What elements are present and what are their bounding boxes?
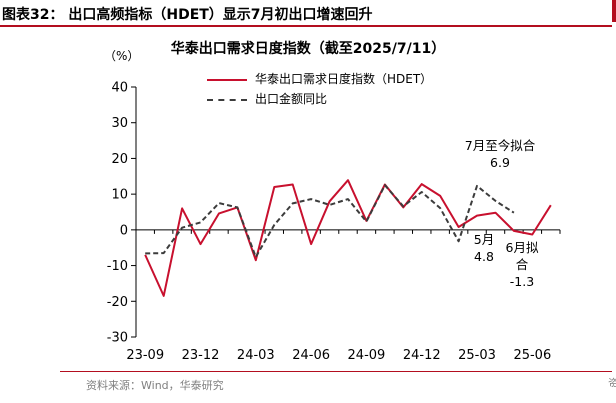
footer-divider <box>60 371 612 372</box>
annotation-label: 5月 <box>474 232 494 247</box>
legend-label-hdet: 华泰出口需求日度指数（HDET） <box>255 72 433 86</box>
x-tick-label: 24-03 <box>237 348 275 363</box>
y-tick-label: -30 <box>107 331 128 346</box>
figure-caption: 图表32： 出口高频指标（HDET）显示7月初出口增速回升 <box>2 7 373 23</box>
figure-caption-bar: 图表32： 出口高频指标（HDET）显示7月初出口增速回升 <box>0 0 612 27</box>
x-tick-label: 24-06 <box>292 348 330 363</box>
source-note: 资料来源：Wind，华泰研究 <box>86 379 224 392</box>
legend-swatch-export-yoy <box>207 99 247 101</box>
y-tick-label: -10 <box>107 259 128 274</box>
y-tick-label: -20 <box>107 295 128 310</box>
chart-title: 华泰出口需求日度指数（截至2025/7/11） <box>170 41 446 57</box>
annotation-label: 6月拟 <box>506 240 539 255</box>
adjacent-figure-edge-text: 资 <box>608 377 616 387</box>
x-tick-label: 25-03 <box>458 348 496 363</box>
x-tick-label: 23-09 <box>126 348 164 363</box>
y-tick-label: 40 <box>111 81 128 96</box>
legend-label-export-yoy: 出口金额同比 <box>255 92 328 106</box>
y-tick-label: 10 <box>111 188 128 203</box>
x-tick-label: 24-09 <box>348 348 386 363</box>
x-tick-label: 25-06 <box>513 348 551 363</box>
legend-swatch-hdet <box>207 79 247 81</box>
annotation-label: 合 <box>516 257 529 272</box>
annotation-label: -1.3 <box>510 274 534 289</box>
y-axis-unit-label: （%） <box>104 49 140 63</box>
annotation-label: 4.8 <box>474 249 494 264</box>
series-line-hdet <box>144 179 552 297</box>
x-tick-label: 24-12 <box>403 348 441 363</box>
y-tick-label: 20 <box>111 152 128 167</box>
x-tick-label: 23-12 <box>182 348 220 363</box>
y-tick-label: 30 <box>111 116 128 131</box>
adjacent-figure-edge-mark <box>612 0 616 22</box>
y-tick-label: 0 <box>120 223 128 238</box>
annotation-label: 7月至今拟合 <box>465 138 536 153</box>
series-line-export-yoy <box>145 184 515 258</box>
annotation-label: 6.9 <box>490 155 510 170</box>
